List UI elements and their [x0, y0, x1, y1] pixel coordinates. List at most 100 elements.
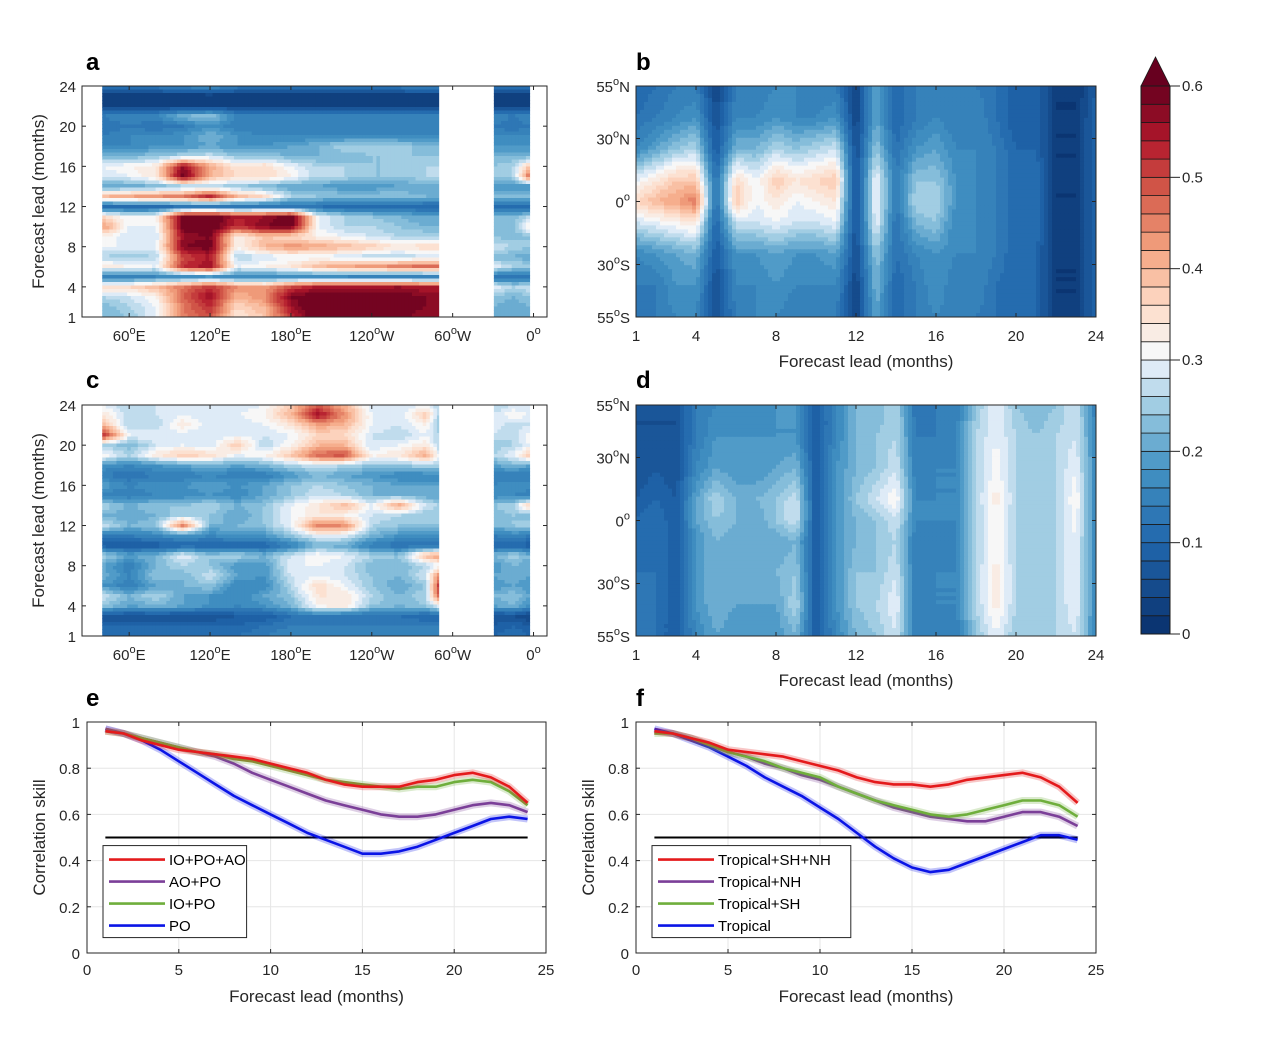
heatmap-cell [205, 198, 210, 203]
heatmap-cell [219, 124, 224, 129]
heatmap-cell [436, 201, 442, 206]
heatmap-cell [212, 233, 217, 238]
heatmap-cell [162, 152, 167, 157]
heatmap-cell [233, 93, 239, 98]
heatmap-cell [347, 201, 353, 206]
heatmap-cell [184, 163, 189, 168]
heatmap-cell [173, 215, 178, 220]
heatmap-cell [347, 222, 353, 227]
heatmap-cell [305, 226, 310, 231]
heatmap-cell [219, 121, 224, 126]
heatmap-cell [365, 128, 370, 133]
heatmap-cell [287, 138, 292, 143]
heatmap-cell [251, 103, 256, 108]
heatmap-cell [262, 149, 267, 154]
heatmap-cell [369, 191, 374, 196]
heatmap-cell [429, 152, 434, 157]
heatmap-cell [237, 205, 242, 210]
heatmap-cell [515, 229, 520, 234]
heatmap-cell [522, 156, 527, 161]
heatmap-cell [120, 138, 125, 143]
heatmap-cell [319, 173, 324, 178]
heatmap-cell [522, 194, 527, 199]
heatmap-cell [290, 103, 296, 108]
heatmap-cell [504, 159, 509, 164]
heatmap-cell [219, 142, 224, 147]
heatmap-cell [187, 212, 192, 217]
heatmap-cell [340, 177, 345, 182]
heatmap-cell [219, 180, 224, 185]
heatmap-cell [387, 110, 392, 115]
heatmap-cell [308, 229, 313, 234]
heatmap-cell [351, 163, 356, 168]
heatmap-cell [280, 236, 285, 241]
heatmap-cell [283, 103, 288, 108]
heatmap-cell [372, 124, 377, 129]
heatmap-cell [515, 96, 520, 101]
heatmap-cell [436, 212, 442, 217]
heatmap-cell [397, 152, 402, 157]
heatmap-cell [500, 194, 506, 199]
heatmap-cell [116, 198, 121, 203]
heatmap-cell [518, 222, 523, 227]
heatmap-cell [187, 191, 192, 196]
heatmap-cell [504, 184, 509, 189]
heatmap-cell [326, 208, 331, 213]
heatmap-cell [169, 233, 175, 238]
heatmap-cell [376, 240, 381, 245]
heatmap-cell [511, 184, 516, 189]
heatmap-cell [184, 222, 189, 227]
heatmap-cell [305, 89, 310, 94]
heatmap-cell [355, 170, 360, 175]
heatmap-cell [187, 205, 192, 210]
heatmap-cell [333, 222, 338, 227]
heatmap-cell [305, 121, 310, 126]
heatmap-cell [322, 229, 328, 234]
heatmap-cell [347, 124, 353, 129]
heatmap-cell [351, 222, 356, 227]
heatmap-cell [522, 163, 527, 168]
heatmap-cell [326, 103, 331, 108]
heatmap-cell [212, 177, 217, 182]
heatmap-cell [205, 93, 210, 98]
heatmap-cell [219, 236, 224, 241]
heatmap-cell [176, 117, 182, 122]
heatmap-cell [433, 236, 438, 241]
heatmap-cell [294, 142, 299, 147]
heatmap-cell [337, 180, 342, 185]
heatmap-cell [251, 163, 256, 168]
heatmap-cell [194, 128, 199, 133]
heatmap-cell [387, 149, 392, 154]
heatmap-cell [408, 215, 413, 220]
heatmap-cell [226, 247, 231, 252]
heatmap-cell [112, 173, 118, 178]
heatmap-cell [137, 177, 142, 182]
heatmap-cell [394, 180, 399, 185]
heatmap-cell [401, 229, 406, 234]
heatmap-cell [176, 121, 182, 126]
heatmap-cell [497, 212, 502, 217]
heatmap-cell [155, 208, 160, 213]
heatmap-cell [411, 219, 417, 224]
heatmap-cell [387, 86, 392, 91]
heatmap-cell [209, 247, 214, 252]
heatmap-cell [152, 163, 157, 168]
heatmap-cell [330, 212, 335, 217]
heatmap-cell [326, 201, 331, 206]
heatmap-cell [376, 219, 381, 224]
heatmap-cell [294, 138, 299, 143]
heatmap-cell [298, 86, 303, 91]
heatmap-cell [340, 100, 345, 105]
heatmap-cell [148, 180, 153, 185]
heatmap-cell [504, 86, 509, 91]
heatmap-cell [322, 86, 328, 91]
heatmap-cell [219, 107, 224, 112]
heatmap-cell [372, 194, 377, 199]
heatmap-cell [504, 177, 509, 182]
heatmap-cell [248, 205, 253, 210]
heatmap-cell [376, 247, 381, 252]
heatmap-cell [362, 226, 367, 231]
heatmap-cell [340, 89, 345, 94]
heatmap-cell [184, 219, 189, 224]
heatmap-cell [422, 128, 427, 133]
